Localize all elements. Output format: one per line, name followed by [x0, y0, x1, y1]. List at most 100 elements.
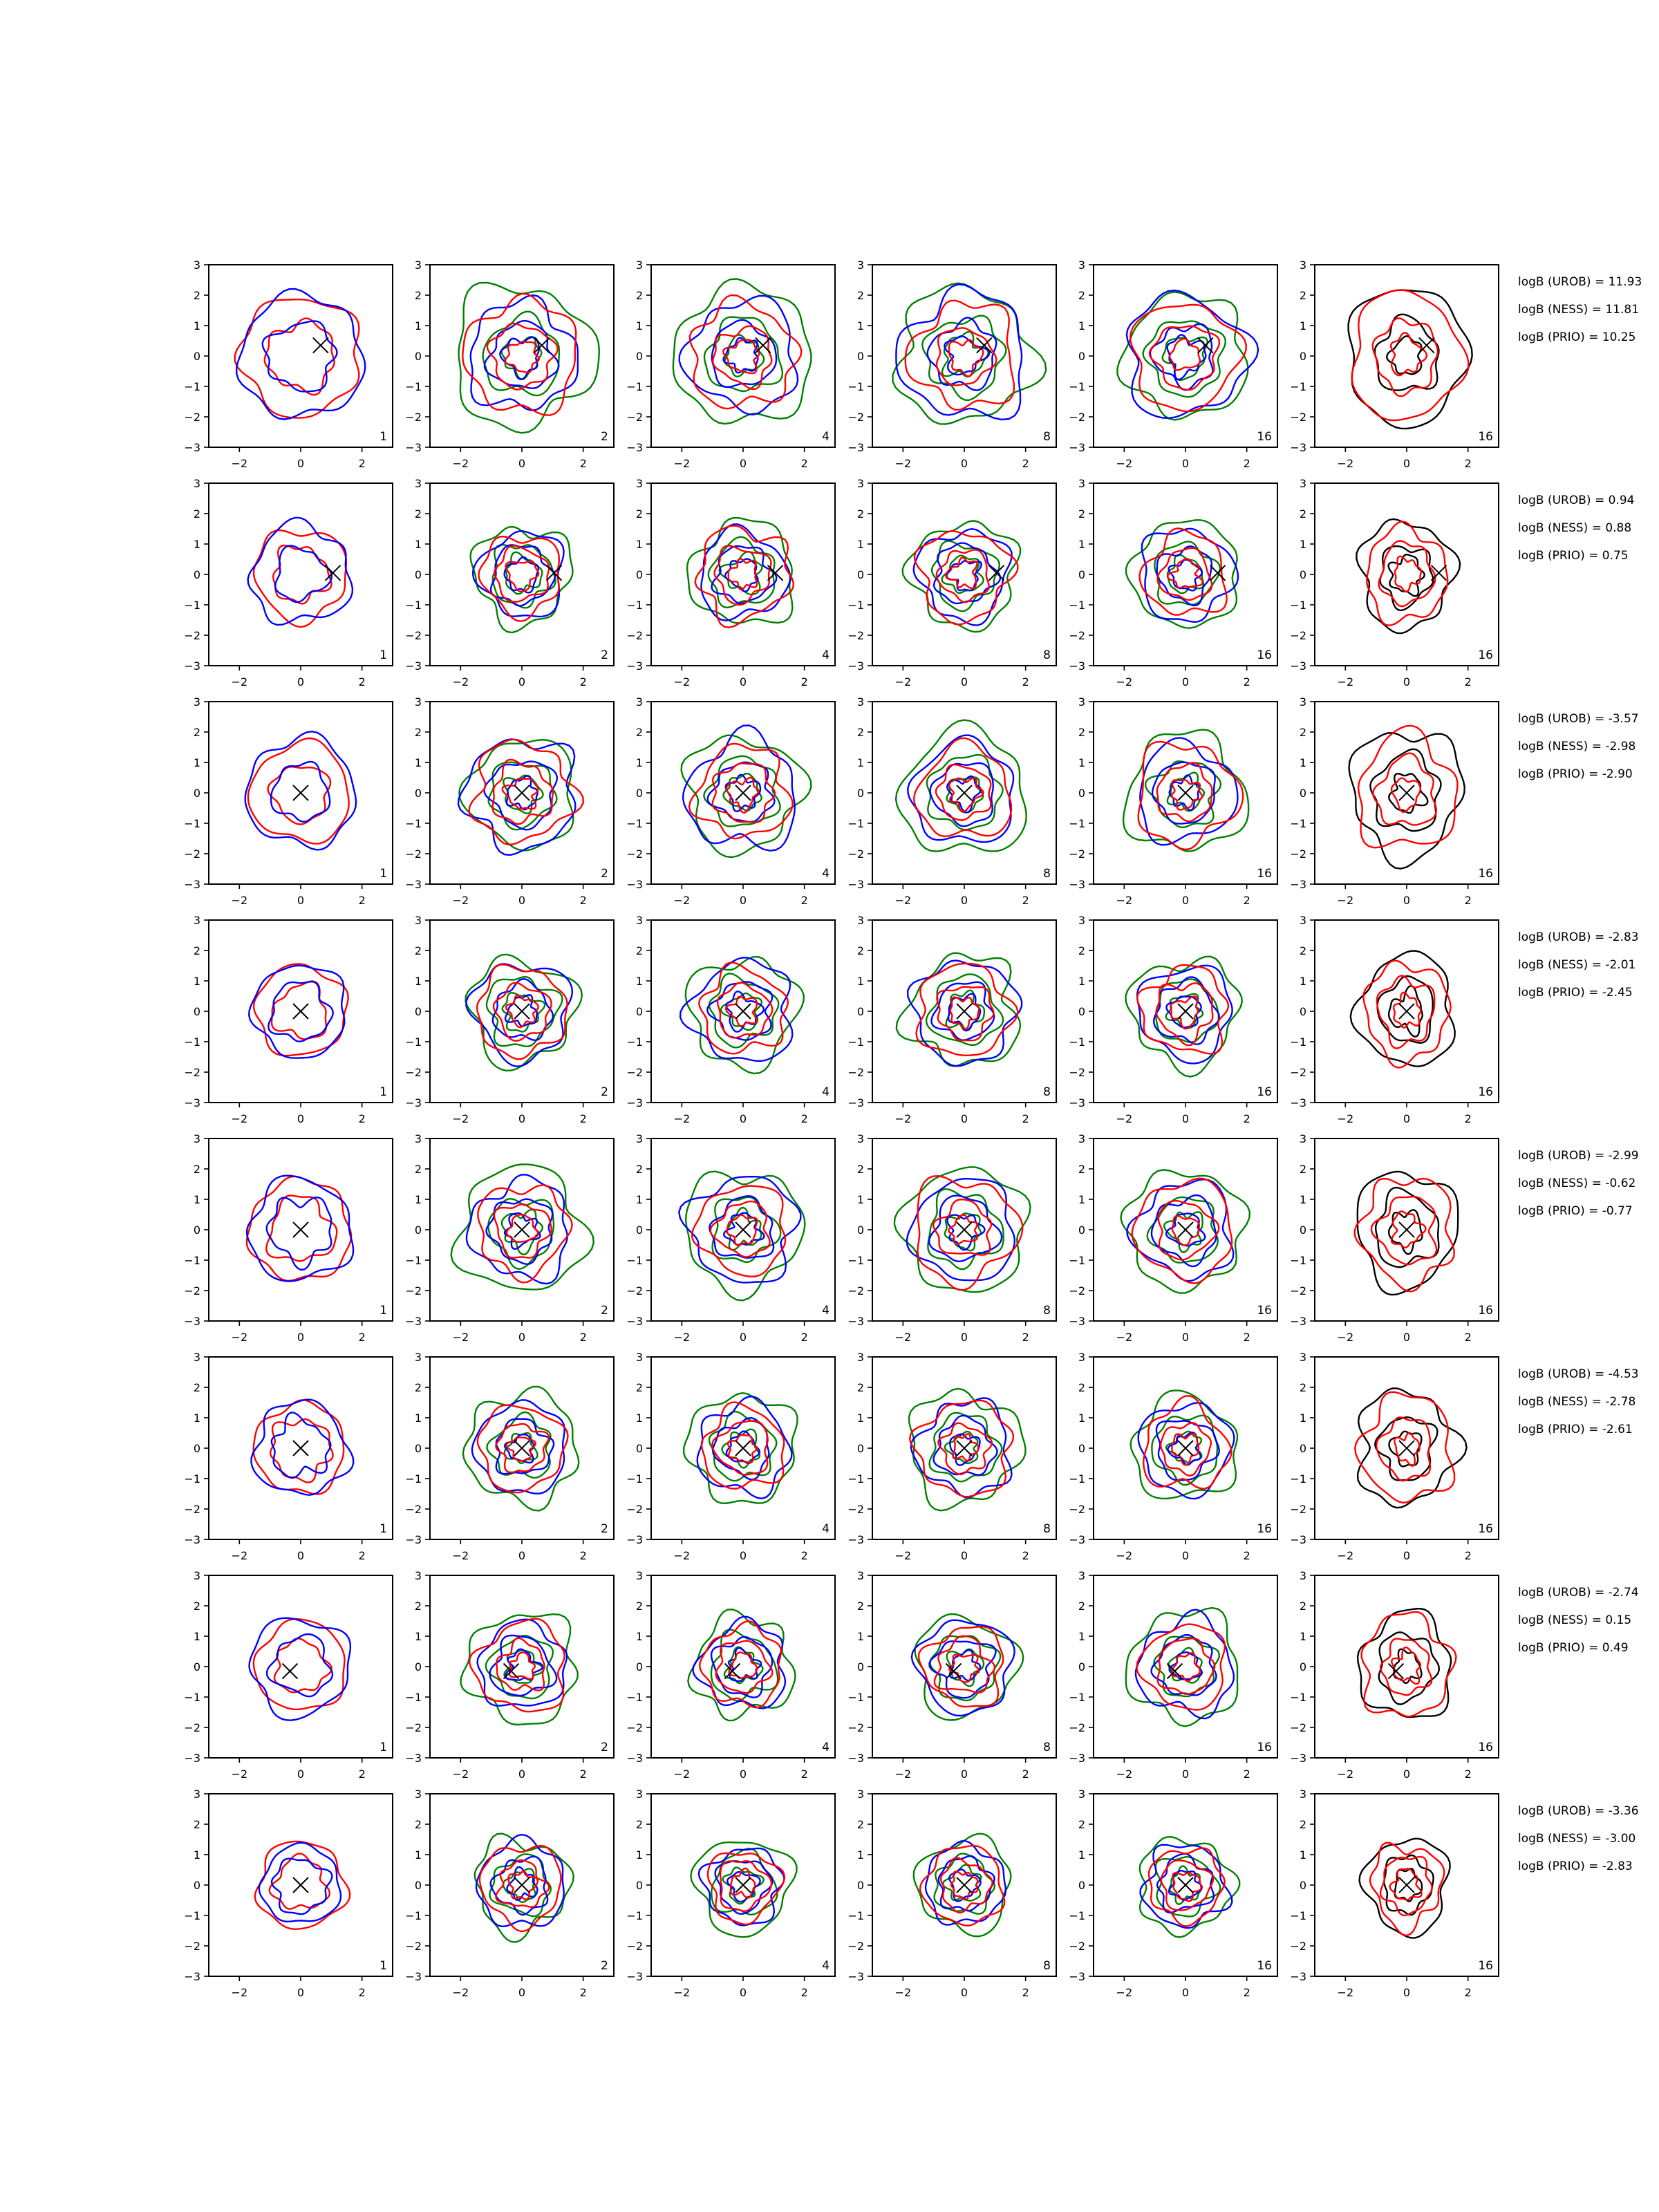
y-tick-label: 0 [857, 568, 864, 581]
y-tick-label: 2 [1300, 289, 1306, 302]
subplot-r5-c4: −2 0 2 3 2 1 0 −1 −2 −3 8 [847, 1132, 1057, 1344]
x-tick-label: −2 [895, 1986, 912, 1999]
panel-count-label: 2 [601, 648, 608, 662]
y-tick-label: 3 [1300, 1351, 1306, 1364]
y-tick-label: 1 [636, 1193, 643, 1206]
logb-stats-row-1: logB (UROB) = 11.93 logB (NESS) = 11.81 lo… [1518, 275, 1642, 344]
panel-count-label: 4 [822, 1959, 830, 1973]
y-tick-label: 0 [1300, 1224, 1306, 1237]
contour-lines [1358, 1837, 1451, 1939]
green-contour-line [722, 772, 762, 812]
true-value-marker [956, 1440, 973, 1456]
red-contour-line [948, 339, 984, 377]
panel-count-label: 2 [601, 1085, 608, 1099]
y-tick-label: 2 [636, 289, 643, 302]
red-contour-line [1378, 540, 1436, 608]
x-tick-label: 0 [961, 1768, 968, 1781]
red-contour-line [1354, 1391, 1456, 1504]
y-tick-label: 0 [194, 350, 200, 363]
red-contour-line [713, 545, 772, 606]
contour-lines [910, 1613, 1024, 1721]
contour-lines [245, 1174, 355, 1282]
y-tick-label: 2 [636, 1163, 643, 1176]
y-tick-label: 2 [636, 1818, 643, 1831]
y-tick-label: −3 [1290, 1315, 1306, 1328]
blue-contour-line [1168, 774, 1201, 812]
red-contour-line [1369, 1841, 1445, 1937]
y-tick-label: −3 [847, 1970, 864, 1983]
green-contour-line [486, 1411, 552, 1479]
x-tick-label: 2 [580, 1768, 587, 1781]
red-contour-line [495, 1423, 550, 1474]
true-value-marker [988, 565, 1005, 581]
x-tick-label: 0 [961, 1112, 968, 1125]
subplot-r7-c3: −2 0 2 3 2 1 0 −1 −2 −3 4 [626, 1569, 836, 1781]
subplot-r7-c1: −2 0 2 3 2 1 0 −1 −2 −3 1 [184, 1569, 393, 1781]
true-value-marker [1387, 1662, 1405, 1680]
axes-frame [1314, 482, 1499, 666]
red-contour-line [468, 1618, 565, 1713]
x-tick-label: 0 [297, 675, 304, 688]
y-tick-label: 0 [857, 1224, 864, 1237]
logb-stat-text: logB (UROB) = 0.94 [1518, 494, 1634, 507]
red-contour-line [1138, 527, 1228, 616]
y-tick-label: 0 [194, 1224, 200, 1237]
true-value-marker [545, 565, 563, 581]
true-value-marker [735, 1877, 751, 1893]
x-tick-label: 0 [1182, 1331, 1189, 1344]
y-tick-label: −3 [847, 1752, 864, 1765]
y-tick-label: −3 [1069, 441, 1085, 454]
true-value-marker [1398, 1877, 1415, 1893]
red-contour-line [917, 1625, 1004, 1708]
true-value-marker [1398, 1003, 1415, 1020]
y-tick-label: −3 [847, 441, 864, 454]
y-tick-label: 2 [857, 289, 864, 302]
y-tick-label: 1 [194, 756, 200, 769]
blue-contour-line [258, 1841, 342, 1923]
y-tick-label: −1 [1069, 599, 1085, 612]
x-tick-label: 0 [961, 1331, 968, 1344]
contour-lines [450, 1163, 595, 1291]
logb-stat-text: logB (NESS) = -3.00 [1518, 1832, 1635, 1846]
red-contour-line [935, 549, 990, 603]
panel-count-label: 2 [601, 1959, 608, 1973]
blue-contour-line [244, 730, 357, 851]
y-tick-label: −3 [184, 1315, 200, 1328]
x-tick-label: 0 [740, 1986, 747, 1999]
panel-count-label: 4 [822, 648, 830, 662]
red-contour-line [252, 1618, 346, 1711]
y-tick-label: −3 [1069, 1315, 1085, 1328]
red-contour-line [1137, 740, 1244, 851]
blue-contour-line [489, 1634, 558, 1697]
y-tick-label: 1 [415, 1848, 422, 1862]
y-tick-label: −2 [847, 1284, 864, 1297]
y-tick-label: −3 [405, 1315, 422, 1328]
y-tick-label: 0 [415, 1879, 422, 1892]
y-tick-label: 0 [636, 1224, 643, 1237]
black-contour-line [1378, 1631, 1441, 1705]
y-tick-label: 0 [194, 568, 200, 581]
axes-frame [429, 1575, 615, 1759]
y-tick-label: −2 [847, 411, 864, 424]
red-contour-line [492, 982, 552, 1042]
y-tick-label: −1 [1069, 380, 1085, 393]
black-contour-line [1358, 1837, 1451, 1939]
red-contour-line [939, 1857, 993, 1914]
red-contour-line [725, 776, 760, 814]
y-tick-label: −3 [184, 659, 200, 673]
blue-contour-line [679, 957, 794, 1062]
true-value-marker [735, 785, 751, 801]
y-tick-label: 0 [1078, 1224, 1085, 1237]
y-tick-label: −3 [847, 1533, 864, 1546]
blue-contour-line [235, 288, 366, 420]
x-tick-label: 2 [1022, 894, 1029, 907]
x-tick-label: 2 [1465, 1549, 1472, 1562]
green-contour-line [707, 536, 776, 609]
y-tick-label: −1 [1069, 1035, 1085, 1049]
x-tick-label: 0 [297, 894, 304, 907]
red-contour-line [1156, 547, 1213, 601]
true-value-marker [503, 1662, 520, 1680]
panel-count-label: 16 [1478, 1741, 1493, 1754]
blue-contour-line [678, 294, 799, 415]
y-tick-label: −1 [405, 1909, 422, 1922]
